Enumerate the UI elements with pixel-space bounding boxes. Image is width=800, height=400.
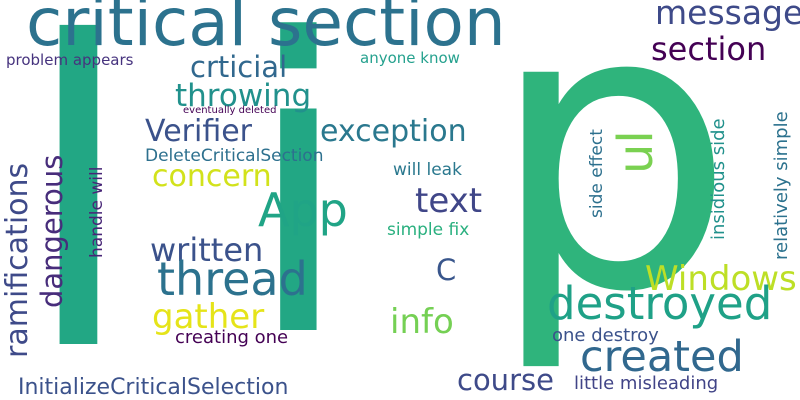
word-throwing: throwing bbox=[175, 78, 312, 114]
word-simple-fix: simple fix bbox=[387, 220, 470, 240]
word-i: i bbox=[242, 0, 355, 400]
word-deletecriticalsection: DeleteCriticalSection bbox=[145, 146, 324, 166]
word-initializecriticalselection: InitializeCriticalSelection bbox=[18, 375, 289, 400]
word-one-destroy: one destroy bbox=[552, 325, 659, 346]
word-app: App bbox=[258, 183, 348, 237]
word-info: info bbox=[390, 302, 454, 342]
word-destroyed: destroyed bbox=[547, 277, 773, 330]
word-verifier: Verifier bbox=[145, 114, 253, 149]
word-c: C bbox=[436, 253, 457, 287]
word-message: message bbox=[655, 0, 800, 32]
word-insidious-side: insidious side bbox=[708, 118, 729, 240]
word-problem-appears: problem appears bbox=[6, 51, 134, 69]
word-creating-one: creating one bbox=[175, 327, 289, 348]
word-course: course bbox=[457, 363, 554, 397]
word-text: text bbox=[415, 181, 483, 221]
word-exception: exception bbox=[320, 114, 467, 149]
word-windows: Windows bbox=[645, 259, 797, 299]
word-handle-will: handle will bbox=[87, 166, 107, 258]
word-written: written bbox=[150, 231, 264, 269]
word-crticial: crticial bbox=[190, 50, 288, 84]
word-ul: ul bbox=[608, 130, 664, 174]
word-l: l bbox=[20, 0, 137, 400]
word-critical-section: critical section bbox=[26, 0, 506, 61]
word-ramifications: ramifications bbox=[0, 162, 35, 358]
word-anyone-know: anyone know bbox=[360, 49, 460, 67]
word-thread: thread bbox=[157, 252, 308, 306]
word-little-misleading: little misleading bbox=[574, 373, 719, 394]
word-concern: concern bbox=[152, 159, 272, 194]
word-side-effect: side effect bbox=[587, 129, 607, 218]
word-section: section bbox=[651, 30, 767, 68]
word-dangerous: dangerous bbox=[35, 154, 69, 308]
word-created: created bbox=[580, 332, 744, 382]
word-gather: gather bbox=[152, 297, 265, 337]
word-relatively-simple: relatively simple bbox=[771, 111, 792, 260]
word-eventually-deleted: eventually deleted bbox=[183, 105, 277, 116]
word-p: p bbox=[488, 0, 736, 377]
word-will-leak: will leak bbox=[393, 160, 462, 180]
